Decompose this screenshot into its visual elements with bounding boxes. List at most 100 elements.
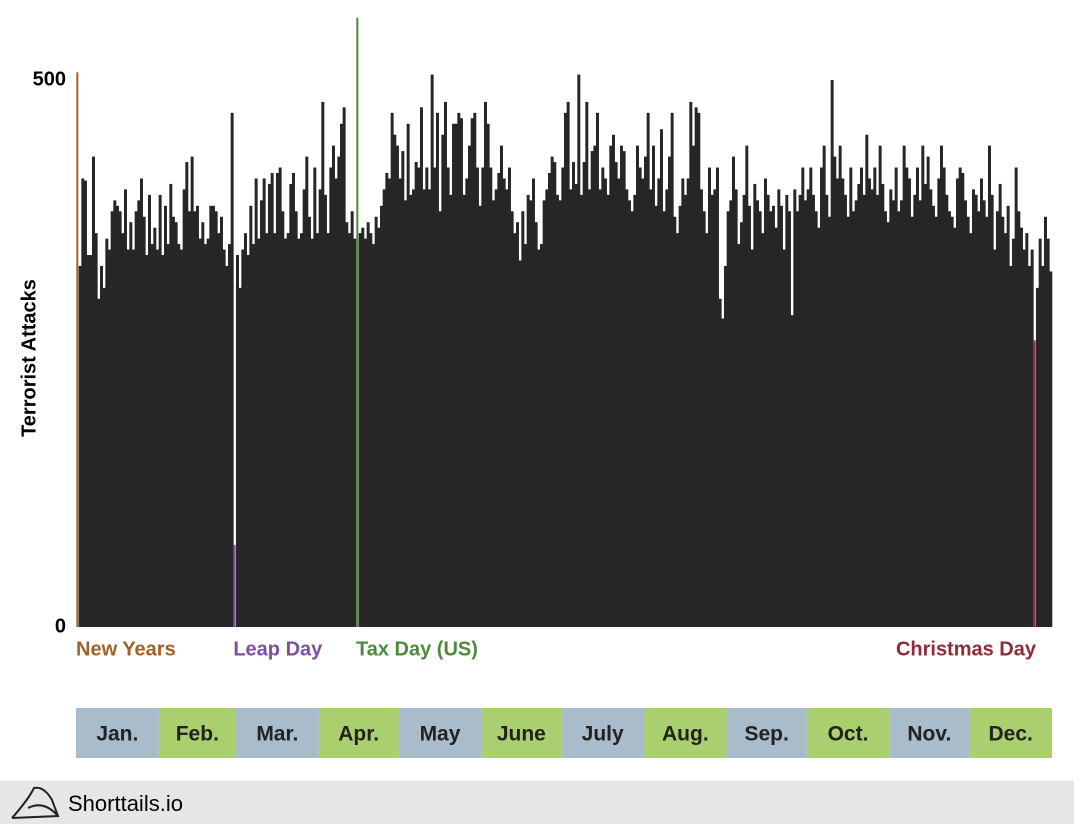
bar bbox=[790, 315, 794, 627]
bar bbox=[518, 260, 522, 627]
bar bbox=[886, 222, 890, 627]
bar bbox=[830, 80, 834, 627]
bar bbox=[654, 205, 658, 627]
bar bbox=[444, 101, 447, 627]
bar bbox=[993, 249, 997, 627]
bar bbox=[798, 194, 802, 627]
bar bbox=[588, 189, 591, 627]
bar bbox=[337, 156, 341, 627]
bar bbox=[894, 167, 898, 627]
bar bbox=[972, 189, 975, 627]
bar bbox=[793, 189, 797, 627]
bar bbox=[289, 183, 293, 627]
bar bbox=[254, 178, 258, 627]
bar bbox=[230, 112, 234, 627]
bar bbox=[676, 233, 679, 627]
bar bbox=[596, 112, 599, 627]
bar bbox=[270, 172, 274, 628]
bar bbox=[452, 123, 455, 627]
bar bbox=[817, 227, 821, 627]
bar bbox=[777, 189, 781, 627]
bar bbox=[385, 172, 389, 628]
bar bbox=[820, 167, 823, 627]
bar bbox=[516, 222, 519, 627]
bar bbox=[105, 238, 109, 627]
bar bbox=[489, 167, 493, 627]
bar bbox=[577, 74, 581, 627]
month-band bbox=[76, 708, 159, 758]
bar bbox=[769, 211, 773, 627]
bar bbox=[990, 194, 994, 627]
bar bbox=[308, 216, 311, 627]
bar bbox=[244, 233, 247, 627]
bar bbox=[774, 227, 778, 627]
bar bbox=[974, 194, 978, 627]
bar bbox=[401, 151, 405, 628]
bar bbox=[342, 107, 346, 628]
bar bbox=[625, 189, 629, 627]
month-band bbox=[398, 708, 482, 758]
bar bbox=[702, 211, 706, 627]
bar bbox=[734, 189, 738, 627]
bar bbox=[1038, 238, 1042, 627]
bar bbox=[137, 200, 141, 627]
bar bbox=[694, 107, 698, 628]
bar bbox=[332, 145, 335, 627]
bar bbox=[585, 101, 589, 627]
bar bbox=[825, 194, 829, 627]
bar bbox=[473, 112, 477, 627]
bar bbox=[412, 189, 415, 627]
bar bbox=[174, 222, 178, 627]
bar bbox=[268, 183, 271, 627]
bar bbox=[156, 249, 159, 627]
bar bbox=[446, 167, 450, 627]
bar bbox=[361, 227, 365, 627]
bar bbox=[868, 178, 871, 627]
bar bbox=[153, 227, 157, 627]
bar bbox=[193, 211, 197, 627]
bar bbox=[534, 222, 538, 627]
bar bbox=[854, 200, 858, 627]
annotation-label: Christmas Day bbox=[896, 638, 1037, 660]
bar bbox=[897, 211, 901, 627]
bar bbox=[129, 222, 133, 627]
bar bbox=[142, 216, 146, 627]
bar bbox=[334, 178, 338, 627]
bar bbox=[844, 194, 847, 627]
bar bbox=[857, 183, 861, 627]
month-band bbox=[644, 708, 727, 758]
bar bbox=[428, 189, 431, 627]
month-label: Mar. bbox=[256, 723, 298, 746]
bar bbox=[206, 238, 210, 627]
bar bbox=[841, 178, 845, 627]
bar bbox=[121, 233, 125, 627]
bar bbox=[742, 194, 746, 627]
bar bbox=[150, 244, 154, 627]
bar bbox=[196, 205, 199, 627]
bar bbox=[670, 112, 674, 627]
bar bbox=[804, 200, 807, 627]
bar bbox=[100, 265, 103, 627]
bar bbox=[225, 265, 229, 627]
y-axis-label: Terrorist Attacks bbox=[18, 279, 40, 437]
bar bbox=[388, 178, 391, 627]
bar bbox=[436, 112, 439, 627]
bar bbox=[732, 156, 735, 627]
bar bbox=[273, 233, 277, 627]
bar bbox=[657, 178, 661, 627]
bar bbox=[1030, 249, 1034, 627]
month-band bbox=[561, 708, 644, 758]
bar bbox=[497, 172, 501, 628]
bar bbox=[249, 205, 253, 627]
bar bbox=[945, 194, 949, 627]
month-band bbox=[481, 708, 562, 758]
bar bbox=[921, 145, 925, 627]
bar bbox=[116, 205, 119, 627]
bar bbox=[278, 167, 282, 627]
bar bbox=[838, 145, 842, 627]
bar bbox=[286, 233, 290, 627]
bar bbox=[905, 167, 909, 627]
bar bbox=[924, 183, 927, 627]
bar bbox=[78, 265, 82, 627]
bar bbox=[668, 156, 671, 627]
